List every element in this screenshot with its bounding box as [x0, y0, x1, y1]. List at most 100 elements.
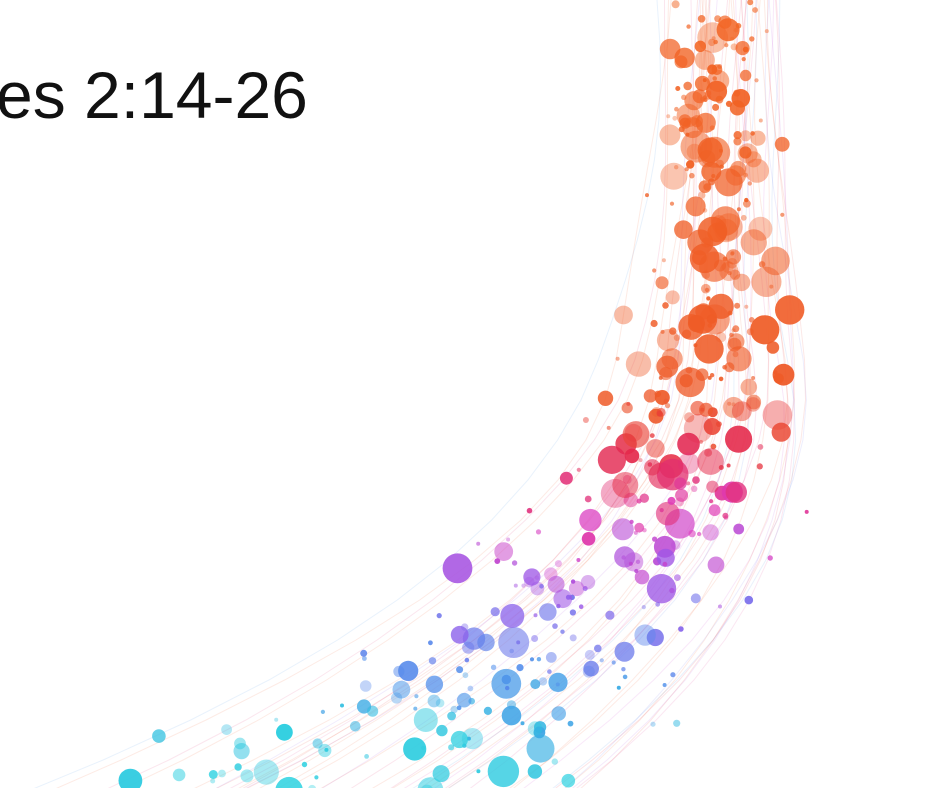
dot	[756, 463, 763, 470]
dot	[694, 40, 706, 52]
dot	[643, 389, 657, 403]
dot	[773, 370, 778, 375]
dot	[730, 251, 735, 256]
dot	[684, 412, 695, 423]
dot	[275, 776, 303, 788]
dot	[621, 402, 633, 414]
dot	[539, 603, 557, 621]
dot	[743, 172, 748, 178]
dot	[628, 561, 633, 566]
dot	[276, 723, 293, 741]
dot	[576, 558, 581, 562]
strand	[580, 0, 807, 788]
dot	[655, 601, 661, 607]
dot	[414, 694, 419, 699]
dot	[711, 215, 727, 230]
dot	[674, 220, 693, 239]
dot	[498, 627, 530, 658]
dot	[599, 658, 604, 663]
dot	[526, 734, 555, 763]
dot	[677, 432, 700, 456]
dot	[669, 201, 675, 206]
dot	[403, 737, 427, 761]
dot	[432, 765, 450, 783]
dot	[697, 531, 702, 537]
dot	[710, 443, 717, 450]
dot	[584, 495, 592, 503]
dot	[413, 708, 438, 732]
dot	[712, 103, 720, 111]
dot	[701, 270, 710, 279]
dot	[584, 649, 595, 660]
dot	[703, 183, 711, 191]
dot	[660, 162, 688, 190]
dot	[726, 463, 731, 468]
dot	[614, 641, 635, 662]
dot	[729, 100, 746, 116]
dot	[656, 548, 675, 567]
dot	[565, 594, 571, 600]
dot	[692, 89, 707, 104]
dot	[538, 677, 548, 686]
dot	[718, 15, 732, 29]
dot	[773, 373, 784, 384]
dot	[674, 106, 679, 112]
dot	[461, 623, 469, 631]
dot	[547, 669, 552, 674]
dot	[715, 95, 724, 104]
dot	[240, 769, 254, 783]
dot	[674, 477, 687, 490]
strand	[403, 0, 746, 788]
dot	[527, 721, 543, 736]
dot	[172, 768, 186, 782]
dot	[732, 273, 751, 292]
dot	[718, 376, 724, 382]
dot	[694, 334, 724, 364]
dot	[709, 373, 715, 378]
dot	[761, 246, 790, 276]
dot	[582, 665, 595, 678]
dot	[749, 36, 755, 42]
dot	[714, 15, 721, 23]
dot	[320, 709, 325, 715]
dot	[719, 164, 724, 169]
dot	[661, 258, 666, 263]
dot	[685, 196, 706, 217]
dot	[579, 508, 602, 532]
dot	[634, 568, 639, 574]
dot	[655, 276, 669, 290]
dot	[697, 22, 728, 53]
dot	[715, 159, 724, 169]
strand	[469, 0, 770, 788]
dot	[476, 769, 481, 774]
dot	[706, 80, 728, 102]
dot	[758, 118, 763, 123]
dot	[697, 14, 706, 23]
dot	[710, 206, 741, 236]
dot	[312, 738, 323, 749]
dot	[118, 768, 143, 788]
dot	[725, 100, 733, 107]
dot	[552, 623, 558, 629]
dot	[691, 485, 698, 492]
dot	[701, 237, 712, 248]
dot	[724, 362, 735, 373]
strand	[552, 0, 797, 788]
dot	[635, 559, 641, 564]
dot	[324, 747, 329, 752]
dot	[692, 476, 700, 484]
dot	[626, 401, 631, 406]
dot	[646, 439, 665, 458]
dot	[718, 604, 722, 609]
dot	[611, 660, 616, 665]
dot	[674, 165, 679, 170]
dot	[615, 356, 620, 361]
dot	[530, 679, 541, 690]
dot	[650, 721, 656, 727]
dot	[744, 158, 770, 183]
dot	[152, 729, 166, 743]
dot	[680, 130, 713, 163]
dot	[744, 595, 754, 605]
dot	[622, 674, 628, 680]
dot	[694, 49, 715, 70]
